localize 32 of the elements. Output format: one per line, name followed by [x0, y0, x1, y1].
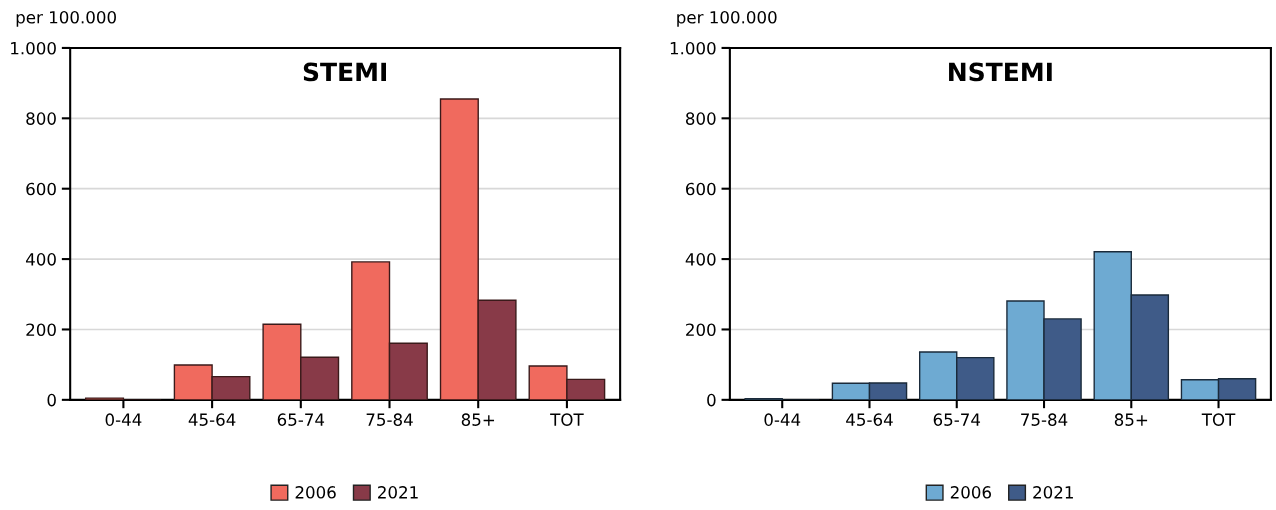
x-tick-label: 45-64: [846, 413, 893, 426]
x-tick-label: 75-84: [1021, 413, 1068, 426]
x-tick-label: 0-44: [764, 413, 801, 426]
legend-label: 2006: [950, 486, 991, 499]
y-tick-label: 400: [685, 253, 716, 266]
y-tick-label: 600: [686, 182, 716, 196]
y-tick-label: 0: [707, 393, 716, 407]
x-tick-label: 75-84: [366, 413, 413, 426]
chart-title: STEMI: [303, 62, 387, 82]
y-tick-label: 400: [25, 253, 56, 266]
y-axis-title: per 100.000: [16, 10, 116, 27]
legend-label: 2006: [295, 486, 336, 499]
x-tick-label: 85+: [1114, 413, 1148, 426]
y-tick-label: 1.000: [11, 41, 56, 55]
legend-label: 2021: [1033, 486, 1073, 499]
x-tick-label: 45-64: [188, 413, 236, 426]
chart-title: NSTEMI: [949, 62, 1052, 82]
y-tick-label: 800: [686, 112, 716, 125]
y-tick-label: 800: [26, 112, 56, 125]
y-tick-label: 200: [686, 323, 716, 337]
y-tick-label: 600: [26, 182, 56, 196]
x-tick-label: TOT: [550, 413, 584, 426]
x-tick-label: 85+: [461, 413, 495, 426]
y-tick-label: 200: [26, 323, 56, 337]
x-tick-label: 0-44: [105, 413, 142, 426]
x-tick-label: TOT: [1201, 413, 1236, 426]
y-tick-label: 0: [47, 393, 56, 407]
y-axis-title: per 100.000: [677, 10, 777, 27]
x-tick-label: 65-74: [277, 413, 325, 426]
x-tick-label: 65-74: [933, 413, 981, 426]
y-tick-label: 1.000: [670, 41, 716, 55]
legend-label: 2021: [378, 486, 418, 499]
